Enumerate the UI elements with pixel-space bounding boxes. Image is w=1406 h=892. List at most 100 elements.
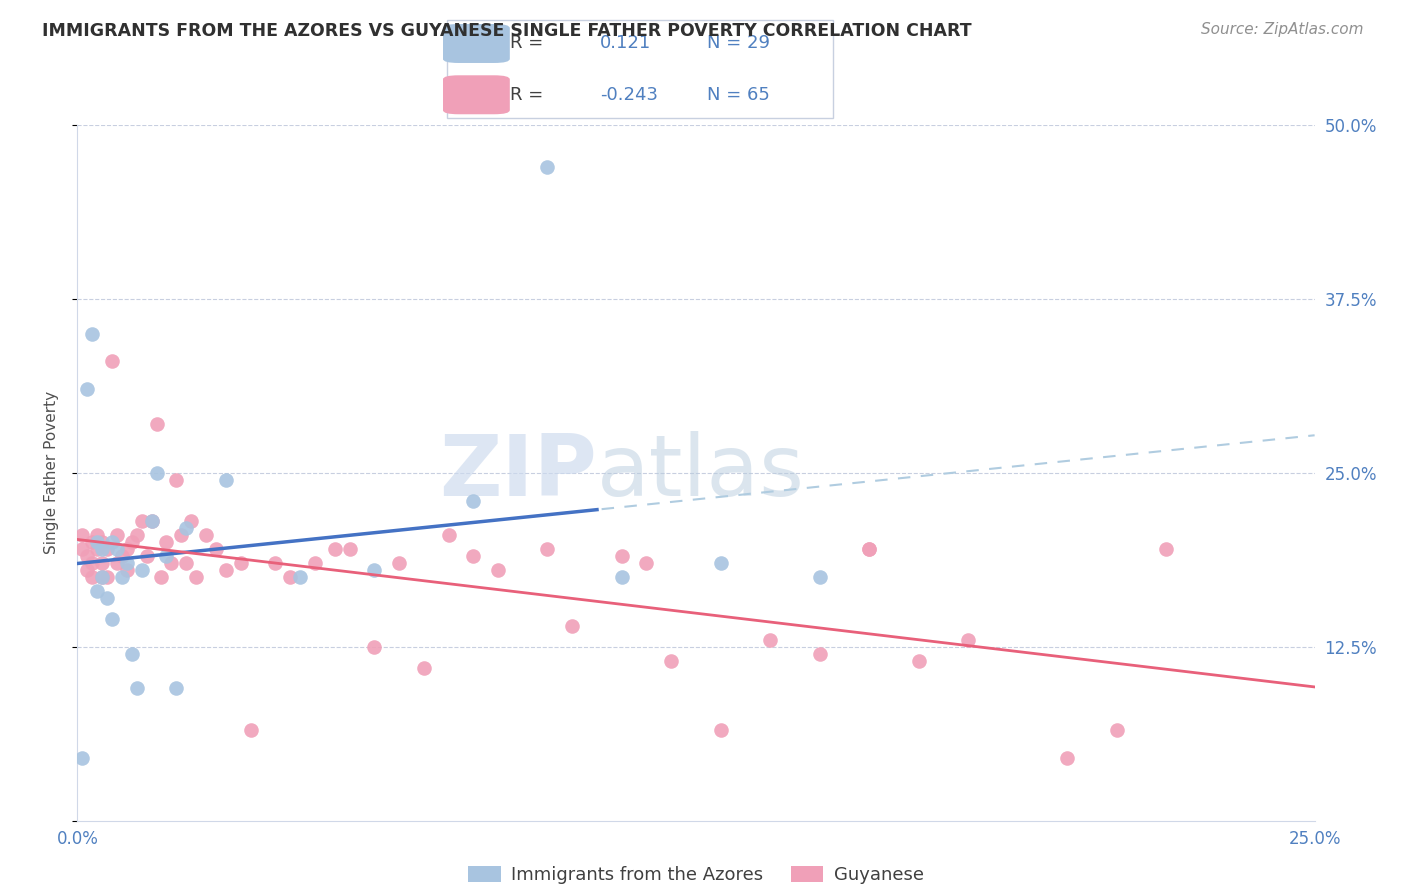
Point <box>91 570 114 584</box>
Point <box>125 681 148 696</box>
Point <box>115 542 138 557</box>
Point <box>121 535 143 549</box>
Text: 0.121: 0.121 <box>600 35 651 53</box>
Point <box>96 542 118 557</box>
Point <box>86 535 108 549</box>
Point <box>82 326 104 341</box>
Point <box>86 584 108 599</box>
Point <box>105 542 128 557</box>
Point <box>160 556 183 570</box>
Text: R =: R = <box>510 35 543 53</box>
Text: atlas: atlas <box>598 431 806 515</box>
Point <box>610 570 633 584</box>
Point <box>536 542 558 557</box>
Point <box>363 640 385 654</box>
Point <box>135 549 157 564</box>
Point <box>463 493 485 508</box>
Point <box>388 556 411 570</box>
Point <box>561 619 583 633</box>
Text: ZIP: ZIP <box>439 431 598 515</box>
Point <box>150 570 173 584</box>
Point <box>76 563 98 577</box>
Point <box>215 473 238 487</box>
Point <box>111 570 134 584</box>
Point <box>82 535 104 549</box>
Text: -0.243: -0.243 <box>600 86 658 103</box>
Point <box>91 570 114 584</box>
Point <box>131 515 153 529</box>
Point <box>76 382 98 396</box>
Point <box>180 515 202 529</box>
Point <box>86 528 108 542</box>
Point <box>82 556 104 570</box>
Point <box>288 570 311 584</box>
Y-axis label: Single Father Poverty: Single Father Poverty <box>44 392 59 554</box>
Point <box>165 681 187 696</box>
Point <box>72 542 94 557</box>
Point <box>131 563 153 577</box>
Text: IMMIGRANTS FROM THE AZORES VS GUYANESE SINGLE FATHER POVERTY CORRELATION CHART: IMMIGRANTS FROM THE AZORES VS GUYANESE S… <box>42 22 972 40</box>
Point <box>229 556 252 570</box>
Point <box>76 549 98 564</box>
Point <box>808 570 831 584</box>
Point <box>91 535 114 549</box>
Point <box>165 473 187 487</box>
FancyBboxPatch shape <box>443 75 510 114</box>
Point <box>363 563 385 577</box>
Point <box>121 647 143 661</box>
Text: N = 65: N = 65 <box>707 86 769 103</box>
Point <box>91 542 114 557</box>
Legend: Immigrants from the Azores, Guyanese: Immigrants from the Azores, Guyanese <box>461 859 931 892</box>
Point <box>170 528 193 542</box>
Point <box>111 549 134 564</box>
FancyBboxPatch shape <box>447 20 832 119</box>
Point <box>101 354 124 368</box>
Point <box>155 535 177 549</box>
Point <box>858 542 880 557</box>
Point <box>412 660 434 674</box>
Point <box>304 556 326 570</box>
Point <box>155 549 177 564</box>
Point <box>101 535 124 549</box>
Point <box>710 556 733 570</box>
Point <box>195 528 218 542</box>
Point <box>808 647 831 661</box>
Text: R =: R = <box>510 86 543 103</box>
Point <box>115 563 138 577</box>
Point <box>463 549 485 564</box>
Point <box>96 570 118 584</box>
Text: N = 29: N = 29 <box>707 35 769 53</box>
Point <box>339 542 361 557</box>
Point <box>437 528 460 542</box>
Point <box>215 563 238 577</box>
Point <box>72 751 94 765</box>
Point <box>141 515 163 529</box>
Point <box>907 654 929 668</box>
Point <box>174 556 197 570</box>
Point <box>239 723 262 738</box>
Point <box>710 723 733 738</box>
Point <box>659 654 682 668</box>
Point <box>610 549 633 564</box>
Point <box>96 591 118 605</box>
Point <box>115 556 138 570</box>
FancyBboxPatch shape <box>443 24 510 63</box>
Point <box>82 570 104 584</box>
Point <box>184 570 207 584</box>
Point <box>1105 723 1128 738</box>
Point <box>1056 751 1078 765</box>
Point <box>1154 542 1177 557</box>
Point <box>91 556 114 570</box>
Point <box>264 556 287 570</box>
Point <box>858 542 880 557</box>
Point <box>536 160 558 174</box>
Text: Source: ZipAtlas.com: Source: ZipAtlas.com <box>1201 22 1364 37</box>
Point <box>72 528 94 542</box>
Point <box>486 563 509 577</box>
Point <box>205 542 228 557</box>
Point <box>636 556 658 570</box>
Point <box>105 528 128 542</box>
Point <box>141 515 163 529</box>
Point <box>759 632 782 647</box>
Point <box>174 521 197 535</box>
